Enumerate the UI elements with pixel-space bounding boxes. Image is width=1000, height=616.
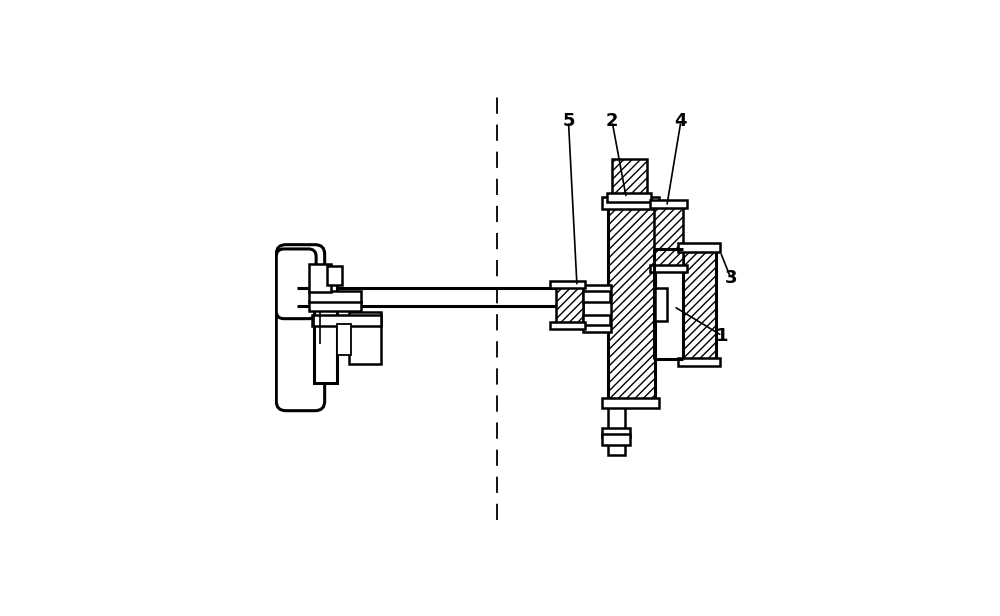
Bar	[608, 407, 625, 432]
Bar	[683, 249, 716, 361]
Bar	[309, 301, 361, 311]
Bar	[654, 207, 683, 269]
Bar	[583, 285, 611, 333]
Bar	[608, 207, 655, 399]
Bar	[327, 266, 342, 285]
Bar	[550, 322, 585, 329]
Text: 5: 5	[562, 112, 575, 131]
Bar	[337, 324, 351, 355]
Bar	[678, 243, 720, 252]
Bar	[602, 434, 630, 445]
Bar	[312, 315, 381, 326]
Bar	[607, 193, 651, 202]
Bar	[556, 286, 583, 325]
Bar	[602, 398, 659, 408]
Bar	[309, 291, 361, 302]
Bar	[678, 357, 720, 366]
FancyBboxPatch shape	[276, 249, 316, 318]
Bar	[583, 315, 610, 325]
Text: 1: 1	[716, 326, 728, 345]
Bar	[583, 291, 610, 302]
Text: 2: 2	[606, 112, 618, 131]
Bar	[650, 265, 687, 272]
Text: 4: 4	[675, 112, 687, 131]
Bar	[349, 312, 381, 364]
Bar	[608, 443, 625, 455]
Bar	[314, 274, 337, 383]
Bar	[602, 197, 659, 209]
Bar	[655, 288, 667, 320]
Bar	[612, 160, 647, 198]
Bar	[602, 428, 630, 437]
FancyBboxPatch shape	[276, 245, 325, 411]
Text: 3: 3	[724, 269, 737, 287]
Bar	[550, 281, 585, 288]
Bar	[650, 200, 687, 208]
Bar	[309, 264, 331, 292]
